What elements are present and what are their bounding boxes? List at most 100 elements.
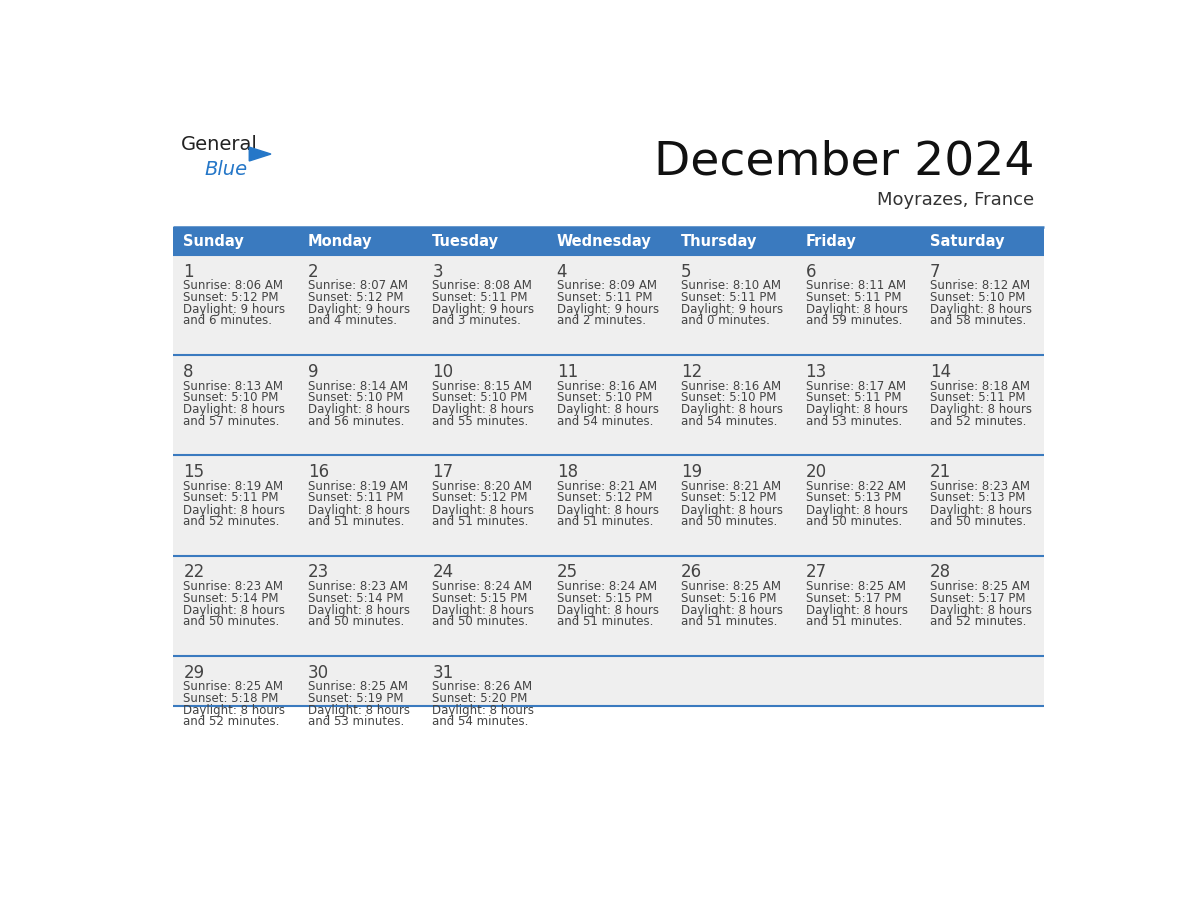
Text: Daylight: 9 hours: Daylight: 9 hours [557,303,659,316]
Text: Sunset: 5:16 PM: Sunset: 5:16 PM [681,591,777,605]
Text: Sunrise: 8:25 AM: Sunrise: 8:25 AM [308,680,407,693]
Text: Sunrise: 8:08 AM: Sunrise: 8:08 AM [432,279,532,293]
Text: Sunrise: 8:15 AM: Sunrise: 8:15 AM [432,380,532,393]
Bar [173,227,298,255]
Text: 26: 26 [681,564,702,581]
Text: 17: 17 [432,463,454,481]
Text: and 50 minutes.: and 50 minutes. [308,615,404,628]
Text: Sunrise: 8:21 AM: Sunrise: 8:21 AM [681,480,782,493]
Text: Daylight: 8 hours: Daylight: 8 hours [557,604,658,617]
Text: Sunset: 5:12 PM: Sunset: 5:12 PM [557,491,652,504]
Text: Daylight: 8 hours: Daylight: 8 hours [805,303,908,316]
Text: Sunrise: 8:25 AM: Sunrise: 8:25 AM [930,580,1030,593]
Text: 14: 14 [930,363,952,381]
Text: and 59 minutes.: and 59 minutes. [805,315,902,328]
Text: 19: 19 [681,463,702,481]
Text: and 52 minutes.: and 52 minutes. [930,615,1026,628]
Text: Sunrise: 8:14 AM: Sunrise: 8:14 AM [308,380,407,393]
Text: 5: 5 [681,263,691,281]
Text: Sunset: 5:10 PM: Sunset: 5:10 PM [681,391,777,404]
Text: and 53 minutes.: and 53 minutes. [805,415,902,428]
Text: 6: 6 [805,263,816,281]
Text: Sunrise: 8:25 AM: Sunrise: 8:25 AM [805,580,905,593]
Text: Sunset: 5:12 PM: Sunset: 5:12 PM [681,491,777,504]
Text: Thursday: Thursday [681,233,758,249]
Text: Sunrise: 8:10 AM: Sunrise: 8:10 AM [681,279,782,293]
Text: Sunrise: 8:07 AM: Sunrise: 8:07 AM [308,279,407,293]
Text: and 3 minutes.: and 3 minutes. [432,315,522,328]
Text: and 52 minutes.: and 52 minutes. [183,715,279,729]
Text: Sunrise: 8:18 AM: Sunrise: 8:18 AM [930,380,1030,393]
Text: 27: 27 [805,564,827,581]
Text: Sunset: 5:13 PM: Sunset: 5:13 PM [930,491,1025,504]
Text: Sunset: 5:18 PM: Sunset: 5:18 PM [183,692,279,705]
Text: Daylight: 8 hours: Daylight: 8 hours [681,604,783,617]
Text: and 51 minutes.: and 51 minutes. [432,515,529,528]
Text: Sunset: 5:15 PM: Sunset: 5:15 PM [557,591,652,605]
Text: 24: 24 [432,564,454,581]
Text: Sunrise: 8:19 AM: Sunrise: 8:19 AM [183,480,284,493]
Text: Monday: Monday [308,233,372,249]
Text: and 51 minutes.: and 51 minutes. [681,615,777,628]
Text: 12: 12 [681,363,702,381]
Text: Daylight: 8 hours: Daylight: 8 hours [805,604,908,617]
Text: and 54 minutes.: and 54 minutes. [557,415,653,428]
Bar [546,227,671,255]
Text: Sunrise: 8:24 AM: Sunrise: 8:24 AM [557,580,657,593]
Text: Daylight: 8 hours: Daylight: 8 hours [432,704,535,717]
Text: Daylight: 9 hours: Daylight: 9 hours [308,303,410,316]
Text: Sunset: 5:12 PM: Sunset: 5:12 PM [432,491,527,504]
Text: and 50 minutes.: and 50 minutes. [930,515,1026,528]
Text: Sunset: 5:11 PM: Sunset: 5:11 PM [183,491,279,504]
Text: 11: 11 [557,363,577,381]
Text: and 58 minutes.: and 58 minutes. [930,315,1026,328]
Text: Sunrise: 8:19 AM: Sunrise: 8:19 AM [308,480,407,493]
Bar [173,455,1044,555]
Text: 31: 31 [432,664,454,681]
Text: Sunset: 5:10 PM: Sunset: 5:10 PM [183,391,279,404]
Bar [173,255,1044,355]
Text: Daylight: 8 hours: Daylight: 8 hours [930,504,1032,517]
Text: 10: 10 [432,363,454,381]
Text: Sunrise: 8:25 AM: Sunrise: 8:25 AM [681,580,782,593]
Text: Sunrise: 8:22 AM: Sunrise: 8:22 AM [805,480,905,493]
Text: Sunrise: 8:24 AM: Sunrise: 8:24 AM [432,580,532,593]
Text: Daylight: 8 hours: Daylight: 8 hours [308,704,410,717]
Bar [796,227,920,255]
Text: Sunrise: 8:16 AM: Sunrise: 8:16 AM [557,380,657,393]
Bar [298,227,422,255]
Text: 15: 15 [183,463,204,481]
Text: 20: 20 [805,463,827,481]
Text: Sunset: 5:12 PM: Sunset: 5:12 PM [308,291,403,304]
Text: and 53 minutes.: and 53 minutes. [308,715,404,729]
Text: Daylight: 8 hours: Daylight: 8 hours [681,403,783,416]
Text: Moyrazes, France: Moyrazes, France [877,191,1035,209]
Text: Daylight: 8 hours: Daylight: 8 hours [183,704,285,717]
Text: Saturday: Saturday [930,233,1005,249]
Text: December 2024: December 2024 [653,140,1035,185]
Text: Sunrise: 8:23 AM: Sunrise: 8:23 AM [308,580,407,593]
Text: Sunset: 5:13 PM: Sunset: 5:13 PM [805,491,901,504]
Text: Daylight: 8 hours: Daylight: 8 hours [557,504,658,517]
Text: Sunset: 5:17 PM: Sunset: 5:17 PM [805,591,901,605]
Text: Sunset: 5:17 PM: Sunset: 5:17 PM [930,591,1025,605]
Text: Daylight: 8 hours: Daylight: 8 hours [183,504,285,517]
Text: Sunset: 5:11 PM: Sunset: 5:11 PM [805,291,901,304]
Text: Sunset: 5:19 PM: Sunset: 5:19 PM [308,692,403,705]
Text: Blue: Blue [204,160,247,179]
Text: Daylight: 8 hours: Daylight: 8 hours [930,403,1032,416]
Text: and 2 minutes.: and 2 minutes. [557,315,646,328]
Text: and 54 minutes.: and 54 minutes. [681,415,777,428]
Text: Sunrise: 8:06 AM: Sunrise: 8:06 AM [183,279,284,293]
Text: 13: 13 [805,363,827,381]
Text: Sunrise: 8:26 AM: Sunrise: 8:26 AM [432,680,532,693]
Text: 9: 9 [308,363,318,381]
Text: Daylight: 8 hours: Daylight: 8 hours [432,504,535,517]
Text: 16: 16 [308,463,329,481]
Text: Sunrise: 8:20 AM: Sunrise: 8:20 AM [432,480,532,493]
Text: Sunset: 5:11 PM: Sunset: 5:11 PM [681,291,777,304]
Text: Sunset: 5:10 PM: Sunset: 5:10 PM [432,391,527,404]
Text: General: General [181,135,258,154]
Text: Daylight: 8 hours: Daylight: 8 hours [805,403,908,416]
Text: Sunday: Sunday [183,233,244,249]
